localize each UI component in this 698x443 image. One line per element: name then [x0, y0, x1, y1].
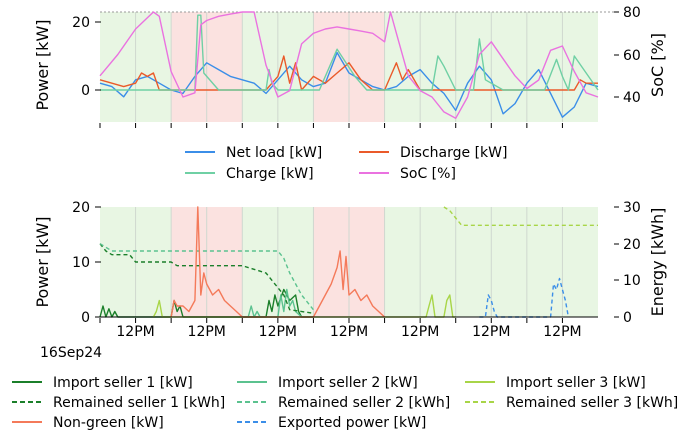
bottom-left-tick-label: 0 — [81, 310, 90, 326]
series-exported-power — [479, 277, 570, 318]
legend-label-import-seller-1: Import seller 1 [kW] — [53, 375, 193, 391]
bottom-panel: 12PM 12PM 12PM 12PM 12PM 12PM 12PM 20 10 0 30 … — [33, 200, 667, 361]
legend-label-discharge: Discharge [kW] — [400, 145, 507, 161]
top-left-ticks: 20 0 — [72, 15, 101, 99]
series-charge — [100, 14, 599, 91]
legend-label-remained-seller-2: Remained seller 2 [kWh] — [278, 395, 450, 411]
legend-label-remained-seller-1: Remained seller 1 [kWh] — [53, 395, 225, 411]
top-background-bands — [100, 11, 614, 122]
top-right-tick-label: 40 — [623, 90, 641, 106]
legend-label-charge: Charge [kW] — [226, 166, 314, 182]
bottom-right-axis-label: Energy [kWh] — [648, 208, 667, 317]
legend-label-non-green: Non-green [kW] — [53, 415, 164, 431]
x-tick-label: 12PM — [188, 324, 226, 340]
date-label: 16Sep24 — [40, 345, 102, 361]
bottom-right-tick-label: 10 — [623, 273, 641, 289]
x-tick-label: 12PM — [116, 324, 154, 340]
legend-label-soc: SoC [%] — [400, 166, 456, 182]
legend-label-exported-power: Exported power [kW] — [278, 415, 426, 431]
legend-label-net-load: Net load [kW] — [226, 145, 322, 161]
top-x-ticks — [99, 123, 563, 128]
x-tick-label: 12PM — [401, 324, 439, 340]
top-legend: Net load [kW] Discharge [kW] Charge [kW]… — [185, 145, 507, 182]
x-tick-label: 12PM — [472, 324, 510, 340]
legend-label-import-seller-3: Import seller 3 [kW] — [506, 375, 646, 391]
top-left-tick-label: 0 — [81, 83, 90, 99]
x-tick-label: 12PM — [543, 324, 581, 340]
series-net-load — [99, 51, 599, 118]
bottom-right-tick-label: 20 — [623, 237, 641, 253]
series-import-seller-3 — [152, 294, 456, 318]
top-panel: 20 0 80 60 40 Power [kW] SoC [%] — [33, 5, 667, 128]
bottom-legend: Import seller 1 [kW] Import seller 2 [kW… — [12, 375, 678, 431]
bottom-left-ticks: 20 10 0 — [72, 200, 101, 326]
bottom-right-tick-label: 0 — [623, 310, 632, 326]
series-import-seller-2 — [242, 288, 314, 318]
bottom-left-tick-label: 10 — [72, 255, 90, 271]
bottom-x-ticks: 12PM 12PM 12PM 12PM 12PM 12PM 12PM — [99, 318, 582, 340]
series-remained-seller-2 — [99, 243, 314, 311]
top-left-tick-label: 20 — [72, 15, 90, 31]
x-tick-label: 12PM — [259, 324, 297, 340]
bottom-left-axis-label: Power [kW] — [33, 216, 52, 307]
top-series — [99, 11, 599, 120]
top-right-tick-label: 80 — [623, 5, 641, 21]
series-remained-seller-1 — [99, 243, 314, 314]
top-right-tick-label: 60 — [623, 48, 641, 64]
bottom-right-tick-label: 30 — [623, 200, 641, 216]
legend-label-remained-seller-3: Remained seller 3 [kWh] — [506, 395, 678, 411]
top-right-ticks: 80 60 40 — [614, 5, 641, 106]
series-remained-seller-3 — [443, 206, 598, 227]
series-soc — [99, 11, 599, 120]
legend-label-import-seller-2: Import seller 2 [kW] — [278, 375, 418, 391]
bottom-right-ticks: 30 20 10 0 — [614, 200, 641, 326]
x-tick-label: 12PM — [330, 324, 368, 340]
bottom-left-tick-label: 20 — [72, 200, 90, 216]
series-import-seller-1 — [99, 288, 314, 318]
top-left-axis-label: Power [kW] — [33, 19, 52, 110]
top-right-axis-label: SoC [%] — [648, 33, 667, 97]
